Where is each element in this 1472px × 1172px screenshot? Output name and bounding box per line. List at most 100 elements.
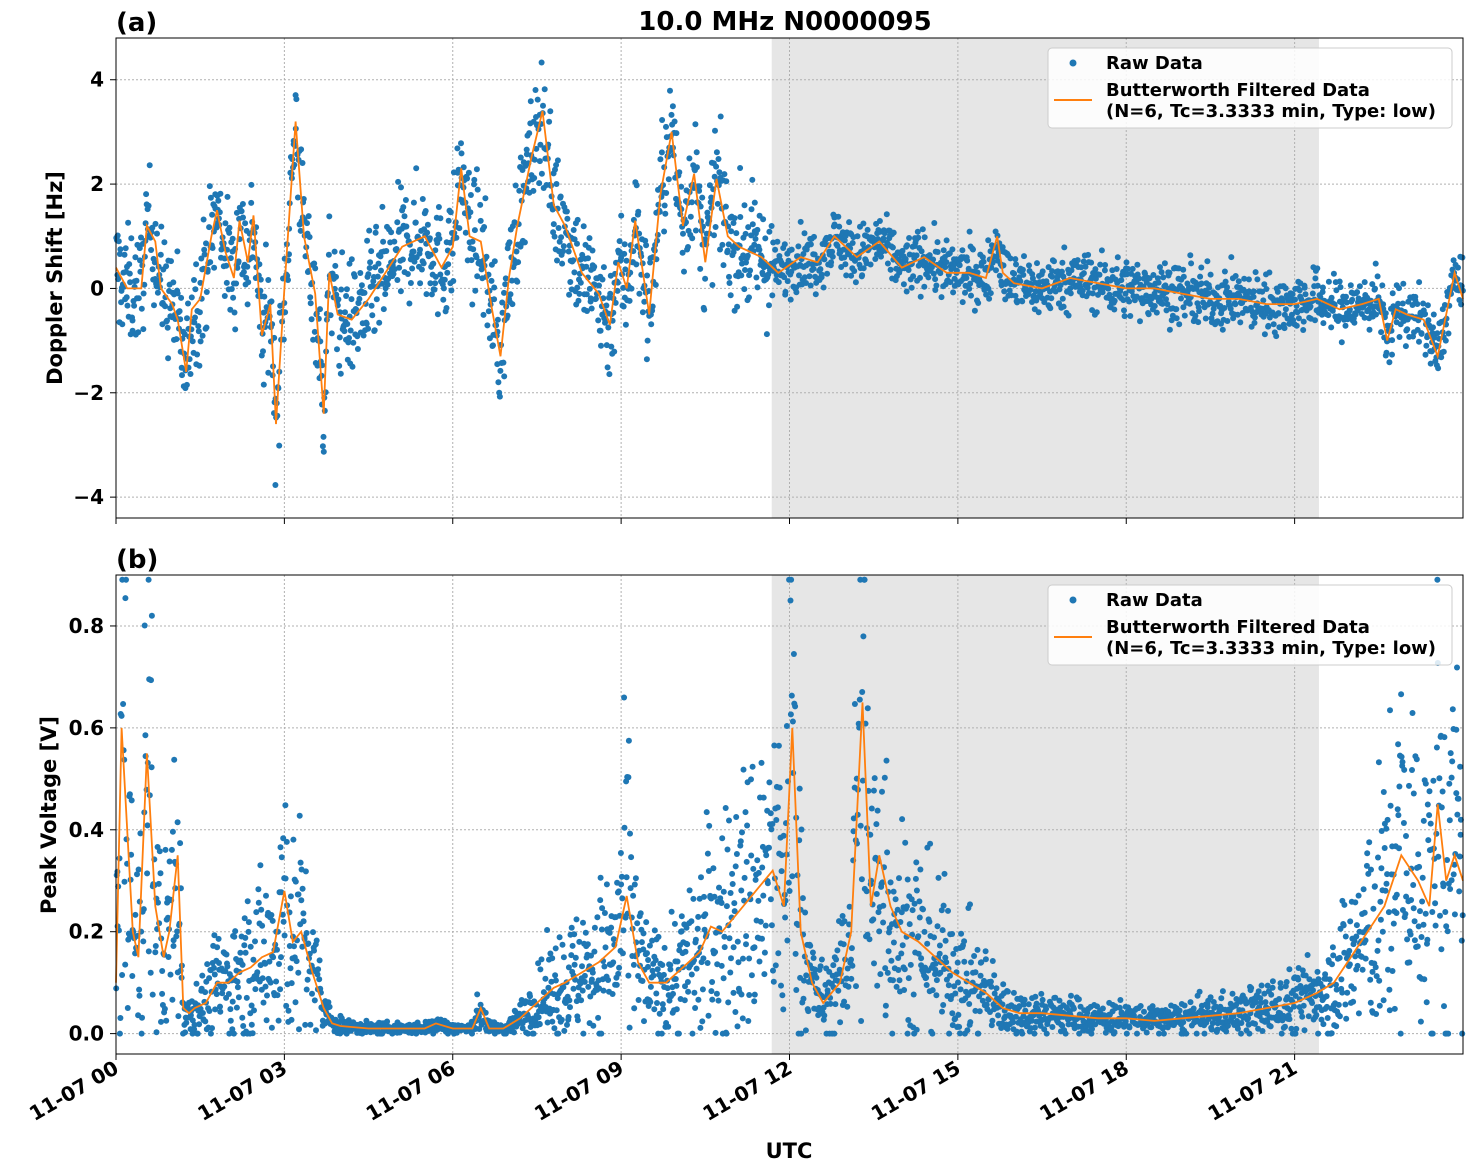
raw-data-point — [383, 248, 390, 254]
raw-data-point — [1288, 1025, 1295, 1032]
raw-data-point — [468, 257, 475, 264]
raw-data-point — [915, 950, 922, 957]
raw-data-point — [678, 183, 685, 190]
raw-data-point — [796, 785, 803, 792]
raw-data-point — [963, 970, 970, 977]
raw-data-point — [552, 977, 559, 984]
raw-data-point — [576, 938, 583, 945]
raw-data-point — [880, 902, 887, 909]
raw-data-point — [144, 822, 151, 829]
raw-data-point — [933, 282, 940, 289]
raw-data-point — [757, 918, 764, 925]
raw-data-point — [1099, 1005, 1106, 1012]
raw-data-point — [1112, 1005, 1119, 1012]
raw-data-point — [1228, 254, 1235, 261]
raw-data-point — [878, 253, 884, 260]
raw-data-point — [566, 997, 573, 1004]
raw-data-point — [657, 156, 664, 163]
raw-data-point — [579, 963, 585, 970]
raw-data-point — [905, 267, 912, 273]
raw-data-point — [1229, 990, 1236, 997]
raw-data-point — [635, 208, 642, 215]
raw-data-point — [917, 293, 924, 300]
raw-data-point — [558, 234, 565, 241]
raw-data-point — [1031, 1024, 1038, 1031]
raw-data-point — [751, 998, 758, 1005]
raw-data-point — [778, 982, 784, 989]
raw-data-point — [590, 1022, 597, 1029]
raw-data-point — [314, 971, 321, 978]
raw-data-point — [440, 285, 447, 292]
raw-data-point — [699, 194, 706, 201]
raw-data-point — [1033, 1000, 1040, 1007]
raw-data-point — [356, 295, 363, 302]
raw-data-point — [229, 235, 236, 242]
raw-data-point — [319, 443, 326, 450]
raw-data-point — [860, 241, 866, 248]
raw-data-point — [447, 209, 454, 216]
raw-data-point — [652, 957, 659, 964]
raw-data-point — [906, 235, 913, 241]
raw-data-point — [1396, 285, 1402, 292]
raw-data-point — [604, 364, 611, 371]
raw-data-point — [1286, 1016, 1293, 1023]
raw-data-point — [278, 854, 285, 861]
raw-data-point — [560, 984, 567, 991]
raw-data-point — [165, 914, 171, 921]
raw-data-point — [133, 277, 140, 284]
raw-data-point — [782, 914, 789, 921]
raw-data-point — [307, 1021, 314, 1028]
raw-data-point — [693, 149, 700, 156]
raw-data-point — [458, 140, 464, 147]
raw-data-point — [584, 308, 590, 314]
raw-data-point — [1200, 299, 1207, 306]
raw-data-point — [1028, 1017, 1035, 1024]
raw-data-point — [143, 191, 150, 198]
raw-data-point — [1292, 1030, 1299, 1037]
raw-data-point — [142, 732, 149, 739]
raw-data-point — [586, 235, 593, 242]
raw-data-point — [702, 275, 709, 282]
raw-data-point — [552, 945, 559, 952]
raw-data-point — [1438, 354, 1445, 361]
raw-data-point — [834, 242, 841, 249]
raw-data-point — [1427, 360, 1434, 367]
raw-data-point — [1310, 987, 1316, 994]
raw-data-point — [720, 262, 727, 269]
raw-data-point — [485, 308, 492, 315]
raw-data-point — [500, 359, 507, 366]
raw-data-point — [691, 989, 698, 996]
raw-data-point — [517, 1001, 524, 1008]
raw-data-point — [785, 879, 792, 886]
raw-data-point — [607, 290, 614, 297]
raw-data-point — [281, 932, 288, 939]
legend-a: Raw Data Butterworth Filtered Data (N=6,… — [1047, 47, 1453, 129]
raw-data-point — [726, 280, 733, 286]
raw-data-point — [1019, 298, 1026, 305]
raw-data-point — [746, 294, 752, 301]
raw-data-point — [934, 249, 941, 255]
raw-data-point — [1356, 283, 1363, 290]
raw-data-point — [1084, 284, 1091, 291]
raw-data-point — [772, 962, 779, 969]
raw-data-point — [658, 149, 665, 156]
raw-data-point — [499, 309, 506, 316]
raw-data-point — [706, 822, 713, 829]
raw-data-point — [848, 975, 855, 982]
raw-data-point — [926, 918, 933, 925]
raw-data-point — [851, 701, 858, 707]
raw-data-point — [913, 1026, 920, 1033]
raw-data-point — [930, 256, 937, 263]
raw-data-point — [341, 328, 348, 335]
raw-data-point — [477, 217, 484, 224]
raw-data-point — [742, 230, 749, 237]
raw-data-point — [328, 330, 335, 337]
raw-data-point — [365, 271, 372, 278]
raw-data-point — [193, 980, 200, 987]
raw-data-point — [117, 246, 124, 253]
raw-data-point — [222, 968, 229, 975]
raw-data-point — [842, 261, 849, 268]
raw-data-point — [982, 956, 989, 963]
raw-data-point — [1440, 348, 1447, 355]
raw-data-point — [719, 241, 726, 248]
